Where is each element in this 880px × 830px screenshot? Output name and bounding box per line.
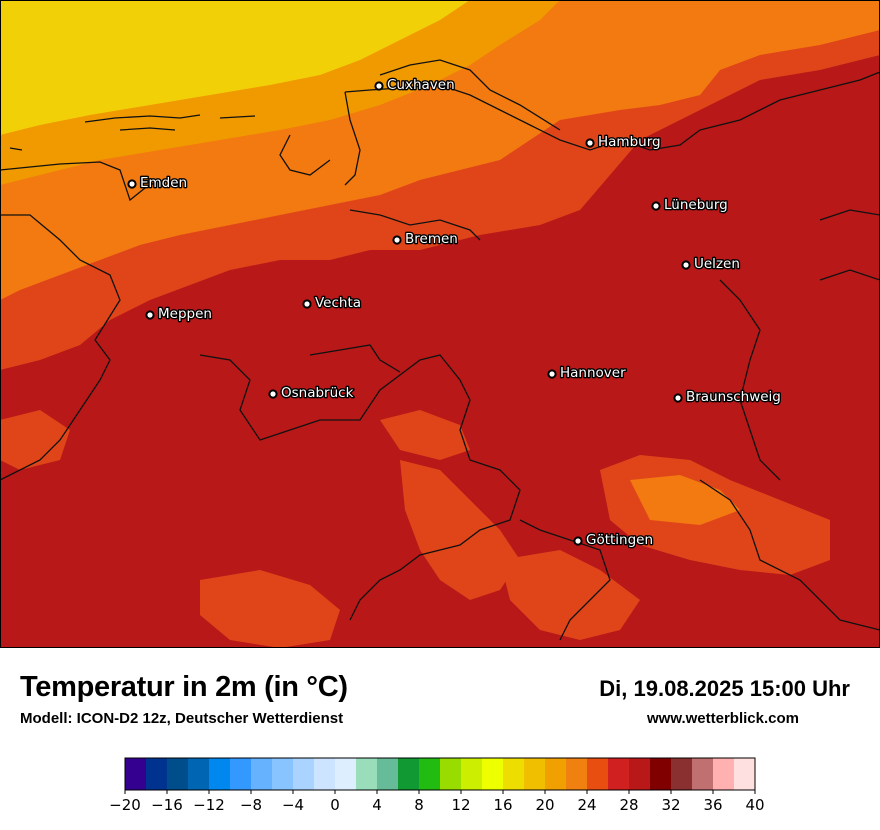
legend-swatch xyxy=(734,758,756,790)
legend-tick-label: −8 xyxy=(240,796,262,814)
legend-tick-label: 32 xyxy=(661,796,680,814)
temp-zone-18 xyxy=(0,0,470,135)
forecast-datetime: Di, 19.08.2025 15:00 Uhr xyxy=(599,676,850,701)
legend-tick-label: −16 xyxy=(151,796,183,814)
temp-patch-south-3 xyxy=(400,460,520,600)
legend-tick-label: 28 xyxy=(619,796,638,814)
legend-tick-label: 12 xyxy=(451,796,470,814)
svg-text:Lüneburg: Lüneburg xyxy=(664,197,728,213)
legend-swatch xyxy=(713,758,735,790)
legend-swatch xyxy=(419,758,441,790)
city-markers: Cuxhaven Hamburg Emden Lüneburg Bremen U… xyxy=(127,76,782,549)
legend-swatch xyxy=(251,758,273,790)
legend-swatch xyxy=(503,758,525,790)
color-legend: −20 −16 −12 −8 −4 0 4 8 12 16 20 24 28 32 36 40 xyxy=(109,757,765,814)
legend-swatch xyxy=(587,758,609,790)
legend-tick-label: −20 xyxy=(109,796,141,814)
legend-tick-label: 40 xyxy=(745,796,764,814)
svg-text:Bremen: Bremen xyxy=(405,231,458,247)
boundaries xyxy=(0,59,880,641)
legend-tick-label: 4 xyxy=(372,796,382,814)
svg-text:Hannover: Hannover xyxy=(560,365,626,381)
svg-text:Cuxhaven: Cuxhaven xyxy=(387,77,455,93)
city-lueneburg: Lüneburg xyxy=(651,196,729,214)
legend-swatch xyxy=(146,758,168,790)
temperature-map: Cuxhaven Hamburg Emden Lüneburg Bremen U… xyxy=(0,0,880,648)
legend-swatch xyxy=(167,758,189,790)
legend-swatch xyxy=(482,758,504,790)
legend-swatch xyxy=(209,758,231,790)
svg-text:Göttingen: Göttingen xyxy=(586,532,653,548)
svg-text:Hamburg: Hamburg xyxy=(598,134,661,150)
legend-swatch xyxy=(440,758,462,790)
temp-patch-south-6 xyxy=(380,410,470,460)
legend-swatch xyxy=(545,758,567,790)
legend-swatch xyxy=(608,758,630,790)
legend-swatch xyxy=(188,758,210,790)
legend-tick-label: −4 xyxy=(282,796,304,814)
temp-zone-20 xyxy=(0,0,560,185)
legend-ticks: −20 −16 −12 −8 −4 0 4 8 12 16 20 24 28 32 36 40 xyxy=(109,790,765,814)
temp-zone-22 xyxy=(0,0,880,300)
city-osnabrueck: Osnabrück xyxy=(268,384,355,402)
legend-swatch xyxy=(671,758,693,790)
city-braunschweig: Braunschweig xyxy=(673,388,782,406)
city-uelzen: Uelzen xyxy=(681,255,741,273)
legend-swatch xyxy=(335,758,357,790)
legend-swatch xyxy=(272,758,294,790)
website-link[interactable]: www.wetterblick.com xyxy=(647,710,799,727)
temp-patch-south-2 xyxy=(630,475,740,525)
temp-patch-south-7 xyxy=(0,410,70,470)
legend-tick-label: −12 xyxy=(193,796,225,814)
legend-swatch xyxy=(398,758,420,790)
legend-swatches xyxy=(125,758,756,790)
legend-swatch xyxy=(629,758,651,790)
temp-patch-south-4 xyxy=(500,550,640,640)
svg-text:Osnabrück: Osnabrück xyxy=(281,385,354,401)
legend-swatch xyxy=(524,758,546,790)
city-meppen: Meppen xyxy=(145,305,213,323)
legend-swatch xyxy=(356,758,378,790)
city-emden: Emden xyxy=(127,174,189,192)
legend-swatch xyxy=(230,758,252,790)
legend-swatch xyxy=(650,758,672,790)
legend-swatch xyxy=(566,758,588,790)
svg-text:Meppen: Meppen xyxy=(158,306,212,322)
legend-tick-label: 36 xyxy=(703,796,722,814)
legend-tick-label: 20 xyxy=(535,796,554,814)
svg-text:Emden: Emden xyxy=(140,175,187,191)
svg-text:Braunschweig: Braunschweig xyxy=(686,389,781,405)
legend-tick-label: 8 xyxy=(414,796,424,814)
map-title: Temperatur in 2m (in °C) xyxy=(20,671,348,703)
model-info: Modell: ICON-D2 12z, Deutscher Wetterdie… xyxy=(20,710,344,727)
legend-swatch xyxy=(461,758,483,790)
legend-tick-label: 0 xyxy=(330,796,340,814)
legend-swatch xyxy=(377,758,399,790)
svg-text:Uelzen: Uelzen xyxy=(694,256,740,272)
city-cuxhaven: Cuxhaven xyxy=(374,76,456,94)
legend-swatch xyxy=(293,758,315,790)
city-goettingen: Göttingen xyxy=(573,531,654,549)
legend-swatch xyxy=(314,758,336,790)
city-hannover: Hannover xyxy=(547,364,627,382)
legend-tick-label: 16 xyxy=(493,796,512,814)
legend-swatch xyxy=(125,758,147,790)
svg-text:Vechta: Vechta xyxy=(315,295,361,311)
temp-patch-south-5 xyxy=(200,570,340,648)
city-hamburg: Hamburg xyxy=(585,133,662,151)
legend-swatch xyxy=(692,758,714,790)
city-bremen: Bremen xyxy=(392,230,459,248)
legend-tick-label: 24 xyxy=(577,796,596,814)
city-vechta: Vechta xyxy=(302,294,362,312)
